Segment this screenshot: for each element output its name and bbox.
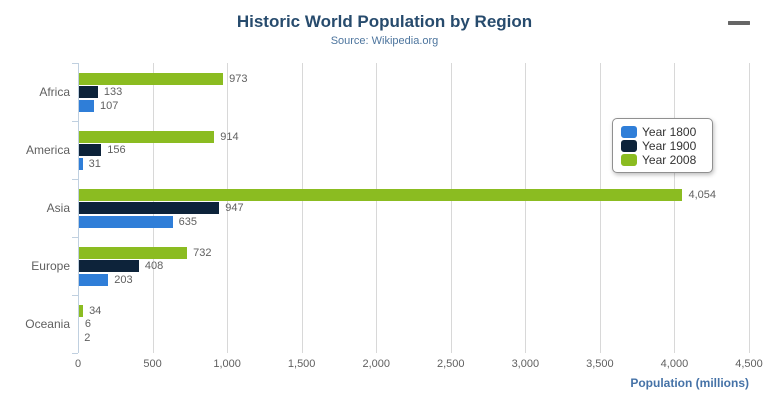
bar-america-year-2008[interactable] <box>78 130 215 143</box>
category-label-america: America <box>25 143 70 157</box>
x-tick-label-3500: 3,500 <box>586 358 614 370</box>
y-axis-tick <box>72 121 78 122</box>
data-label-oceania-year-1800: 2 <box>84 331 91 344</box>
category-label-asia: Asia <box>46 201 70 215</box>
gridline-3500 <box>600 63 601 353</box>
bar-europe-year-1800[interactable] <box>78 273 109 286</box>
bar-africa-year-1900[interactable] <box>78 86 98 98</box>
data-label-africa-year-1900: 133 <box>103 86 123 98</box>
bar-group-america: 914 156 31 <box>78 121 749 179</box>
data-label-asia-year-2008: 4,054 <box>688 188 717 201</box>
gridline-4500 <box>749 63 750 353</box>
legend-swatch-icon <box>621 125 637 138</box>
category-label-africa: Africa <box>39 85 70 99</box>
x-tick-label-1500: 1,500 <box>287 358 316 370</box>
data-label-africa-year-2008: 973 <box>229 72 248 85</box>
bar-europe-year-2008[interactable] <box>78 246 188 259</box>
x-tick-label-4500: 4,500 <box>735 358 763 370</box>
data-label-europe-year-2008: 732 <box>193 246 212 259</box>
bar-group-europe: 732 408 203 <box>78 237 749 295</box>
x-tick-label-1000: 1,000 <box>213 358 241 370</box>
data-label-asia-year-1900: 947 <box>225 202 244 214</box>
bar-group-oceania: 34 6 2 <box>78 295 749 353</box>
x-tick-label-2000: 2,000 <box>362 358 390 370</box>
data-label-europe-year-1900: 408 <box>144 260 164 272</box>
x-axis-title: Population (millions) <box>630 376 749 390</box>
data-label-oceania-year-2008: 34 <box>89 304 102 317</box>
legend-label: Year 1800 <box>642 124 697 139</box>
y-axis-tick <box>72 295 78 296</box>
bar-asia-year-2008[interactable] <box>78 188 683 201</box>
hamburger-menu-icon[interactable] <box>728 20 752 38</box>
x-tick-label-0: 0 <box>74 358 82 370</box>
category-label-europe: Europe <box>31 259 70 273</box>
gridline-4000 <box>674 63 675 353</box>
legend-swatch-icon <box>621 153 637 166</box>
category-label-oceania: Oceania <box>25 317 70 331</box>
legend: Year 1800 Year 1900 Year 2008 <box>612 118 713 173</box>
bar-africa-year-1800[interactable] <box>78 99 94 112</box>
legend-item-year-2008[interactable]: Year 2008 <box>621 152 704 167</box>
plot-area: 973 133 107 914 156 31 4,054 947 635 732 408 203 34 6… <box>78 63 750 353</box>
data-label-oceania-year-1900: 6 <box>84 318 92 330</box>
x-tick-label-500: 500 <box>143 358 162 370</box>
bar-oceania-year-2008[interactable] <box>78 304 84 317</box>
legend-label: Year 1900 <box>642 138 697 153</box>
data-label-africa-year-1800: 107 <box>99 99 119 112</box>
y-axis-tick <box>72 179 78 180</box>
data-label-america-year-1800: 31 <box>88 157 101 170</box>
bar-asia-year-1800[interactable] <box>78 215 173 228</box>
legend-label: Year 2008 <box>642 152 697 167</box>
y-axis-line <box>78 63 79 353</box>
data-label-europe-year-1800: 203 <box>114 273 133 286</box>
x-tick-label-4000: 4,000 <box>660 358 689 370</box>
data-label-america-year-1900: 156 <box>107 144 126 156</box>
x-tick-label-2500: 2,500 <box>437 358 465 370</box>
gridline-2000 <box>376 63 377 353</box>
hamburger-bar <box>728 21 750 25</box>
x-tick-label-3000: 3,000 <box>511 358 540 370</box>
data-label-asia-year-1800: 635 <box>178 215 198 228</box>
legend-item-year-1800[interactable]: Year 1800 <box>621 124 704 139</box>
chart-title: Historic World Population by Region <box>236 12 533 31</box>
bar-group-asia: 4,054 947 635 <box>78 179 749 237</box>
data-label-america-year-2008: 914 <box>220 130 239 143</box>
bar-america-year-1900[interactable] <box>78 144 102 156</box>
gridline-2500 <box>451 63 452 353</box>
bar-europe-year-1900[interactable] <box>78 260 139 272</box>
gridline-3000 <box>525 63 526 353</box>
gridline-1000 <box>227 63 228 353</box>
y-axis-tick <box>72 237 78 238</box>
bar-america-year-1800[interactable] <box>78 157 83 170</box>
legend-item-year-1900[interactable]: Year 1900 <box>621 138 704 153</box>
chart-subtitle: Source: Wikipedia.org <box>330 35 439 47</box>
bar-asia-year-1900[interactable] <box>78 202 220 214</box>
gridline-1500 <box>302 63 303 353</box>
y-axis-tick <box>72 353 78 354</box>
y-axis-tick <box>72 63 78 64</box>
bar-group-africa: 973 133 107 <box>78 63 749 121</box>
bar-africa-year-2008[interactable] <box>78 72 224 85</box>
legend-swatch-icon <box>621 139 637 152</box>
